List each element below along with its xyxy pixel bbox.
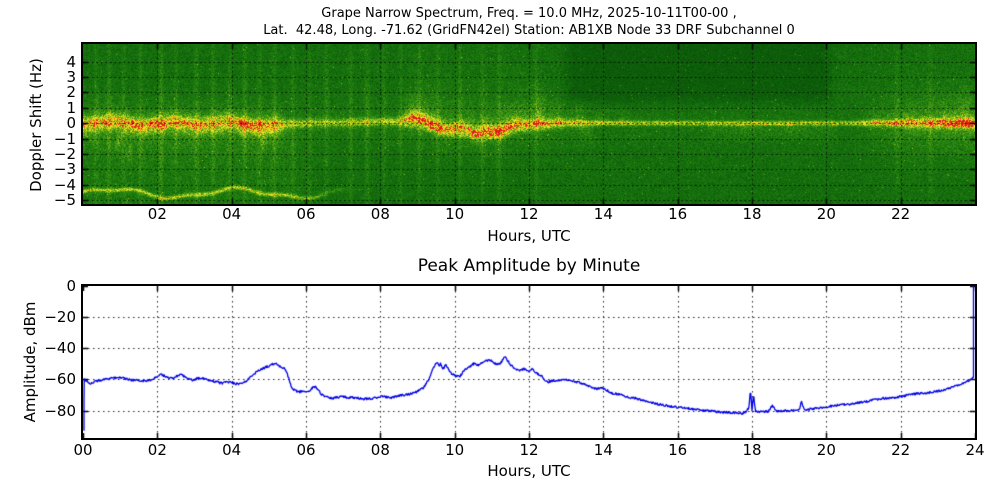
spectrogram-xtick-label: 12 [519, 205, 539, 223]
amplitude-ytick-label: −20 [44, 308, 76, 327]
amplitude-ytick-label: −60 [44, 370, 76, 389]
spectrogram-xtick-label: 20 [816, 205, 836, 223]
spectrogram-ytick-label: −2 [53, 145, 76, 163]
spectrogram-xtick-label: 06 [296, 205, 316, 223]
amplitude-xtick-label: 16 [668, 441, 688, 459]
amplitude-xtick-label: 10 [445, 441, 465, 459]
spectrogram-xtick-label: 22 [891, 205, 911, 223]
spectrogram-xtick-label: 10 [445, 205, 465, 223]
amplitude-xlabel: Hours, UTC [487, 462, 571, 480]
spectrogram-ytick-label: 0 [66, 114, 76, 133]
amplitude-xtick-label: 22 [891, 441, 911, 459]
spectrogram-ytick-label: 4 [66, 52, 76, 71]
spectrogram-xtick-label: 14 [593, 205, 613, 223]
spectrogram-ytick-label: 3 [66, 68, 76, 87]
spectrogram-xlabel: Hours, UTC [487, 227, 571, 245]
spectrogram-xtick-label: 18 [742, 205, 762, 223]
spectrogram-xtick-label: 08 [370, 205, 390, 223]
amplitude-xtick-label: 24 [965, 441, 985, 459]
amplitude-chart-title: Peak Amplitude by Minute [417, 256, 641, 276]
spectrogram-image [83, 44, 975, 204]
spectrogram-xtick-label: 16 [668, 205, 688, 223]
amplitude-xtick-label: 20 [816, 441, 836, 459]
spectrogram-ytick-label: −3 [53, 160, 76, 179]
spectrogram-xtick-label: 02 [147, 205, 167, 223]
amplitude-panel [81, 284, 977, 440]
spectrogram-ytick-label: −4 [53, 175, 76, 194]
figure-title-line1: Grape Narrow Spectrum, Freq. = 10.0 MHz,… [321, 6, 737, 21]
spectrogram-ytick-label: −1 [53, 129, 76, 148]
amplitude-xtick-label: 14 [593, 441, 613, 459]
amplitude-xtick-label: 08 [370, 441, 390, 459]
spectrogram-ytick-label: 2 [66, 83, 76, 102]
amplitude-line-chart [83, 286, 975, 438]
figure-title-line2: Lat. 42.48, Long. -71.62 (GridFN42el) St… [263, 23, 795, 38]
spectrogram-panel [81, 42, 977, 206]
amplitude-xtick-label: 04 [222, 441, 242, 459]
amplitude-xtick-label: 02 [147, 441, 167, 459]
amplitude-xtick-label: 00 [73, 441, 93, 459]
amplitude-xtick-label: 06 [296, 441, 316, 459]
spectrogram-xtick-label: 04 [222, 205, 242, 223]
amplitude-ytick-label: −40 [44, 339, 76, 358]
amplitude-xtick-label: 18 [742, 441, 762, 459]
spectrogram-ytick-label: −5 [53, 191, 76, 210]
spectrogram-ytick-label: 1 [66, 98, 76, 117]
amplitude-ytick-label: −80 [44, 401, 76, 420]
amplitude-xtick-label: 12 [519, 441, 539, 459]
amplitude-ytick-label: 0 [66, 277, 76, 295]
